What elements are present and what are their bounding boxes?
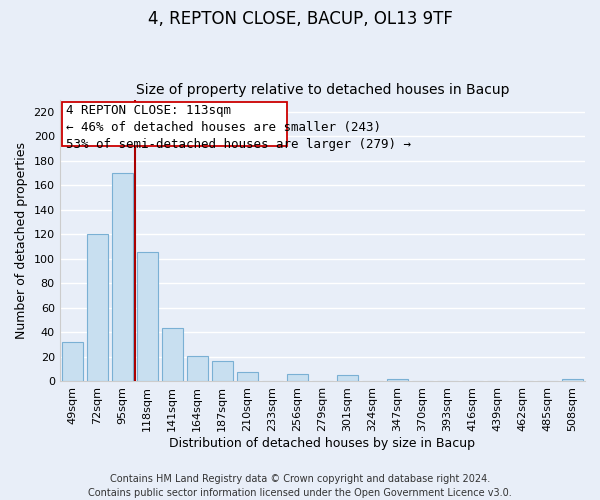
Bar (337, 376, 358, 382)
Text: Contains HM Land Registry data © Crown copyright and database right 2024.
Contai: Contains HM Land Registry data © Crown c… (88, 474, 512, 498)
Bar (62, 102, 287, 146)
Bar (112, 173, 133, 382)
Bar (212, 360, 233, 382)
Bar (387, 379, 408, 382)
Bar (236, 372, 258, 382)
Bar (62, 342, 83, 382)
Bar (161, 328, 183, 382)
Title: Size of property relative to detached houses in Bacup: Size of property relative to detached ho… (136, 83, 509, 97)
Bar (562, 379, 583, 382)
Bar (86, 234, 108, 382)
Bar (287, 374, 308, 382)
X-axis label: Distribution of detached houses by size in Bacup: Distribution of detached houses by size … (169, 437, 475, 450)
Text: 4 REPTON CLOSE: 113sqm
← 46% of detached houses are smaller (243)
53% of semi-de: 4 REPTON CLOSE: 113sqm ← 46% of detached… (66, 104, 411, 151)
Y-axis label: Number of detached properties: Number of detached properties (15, 142, 28, 339)
Bar (137, 252, 158, 382)
Bar (187, 356, 208, 382)
Text: 4, REPTON CLOSE, BACUP, OL13 9TF: 4, REPTON CLOSE, BACUP, OL13 9TF (148, 10, 452, 28)
